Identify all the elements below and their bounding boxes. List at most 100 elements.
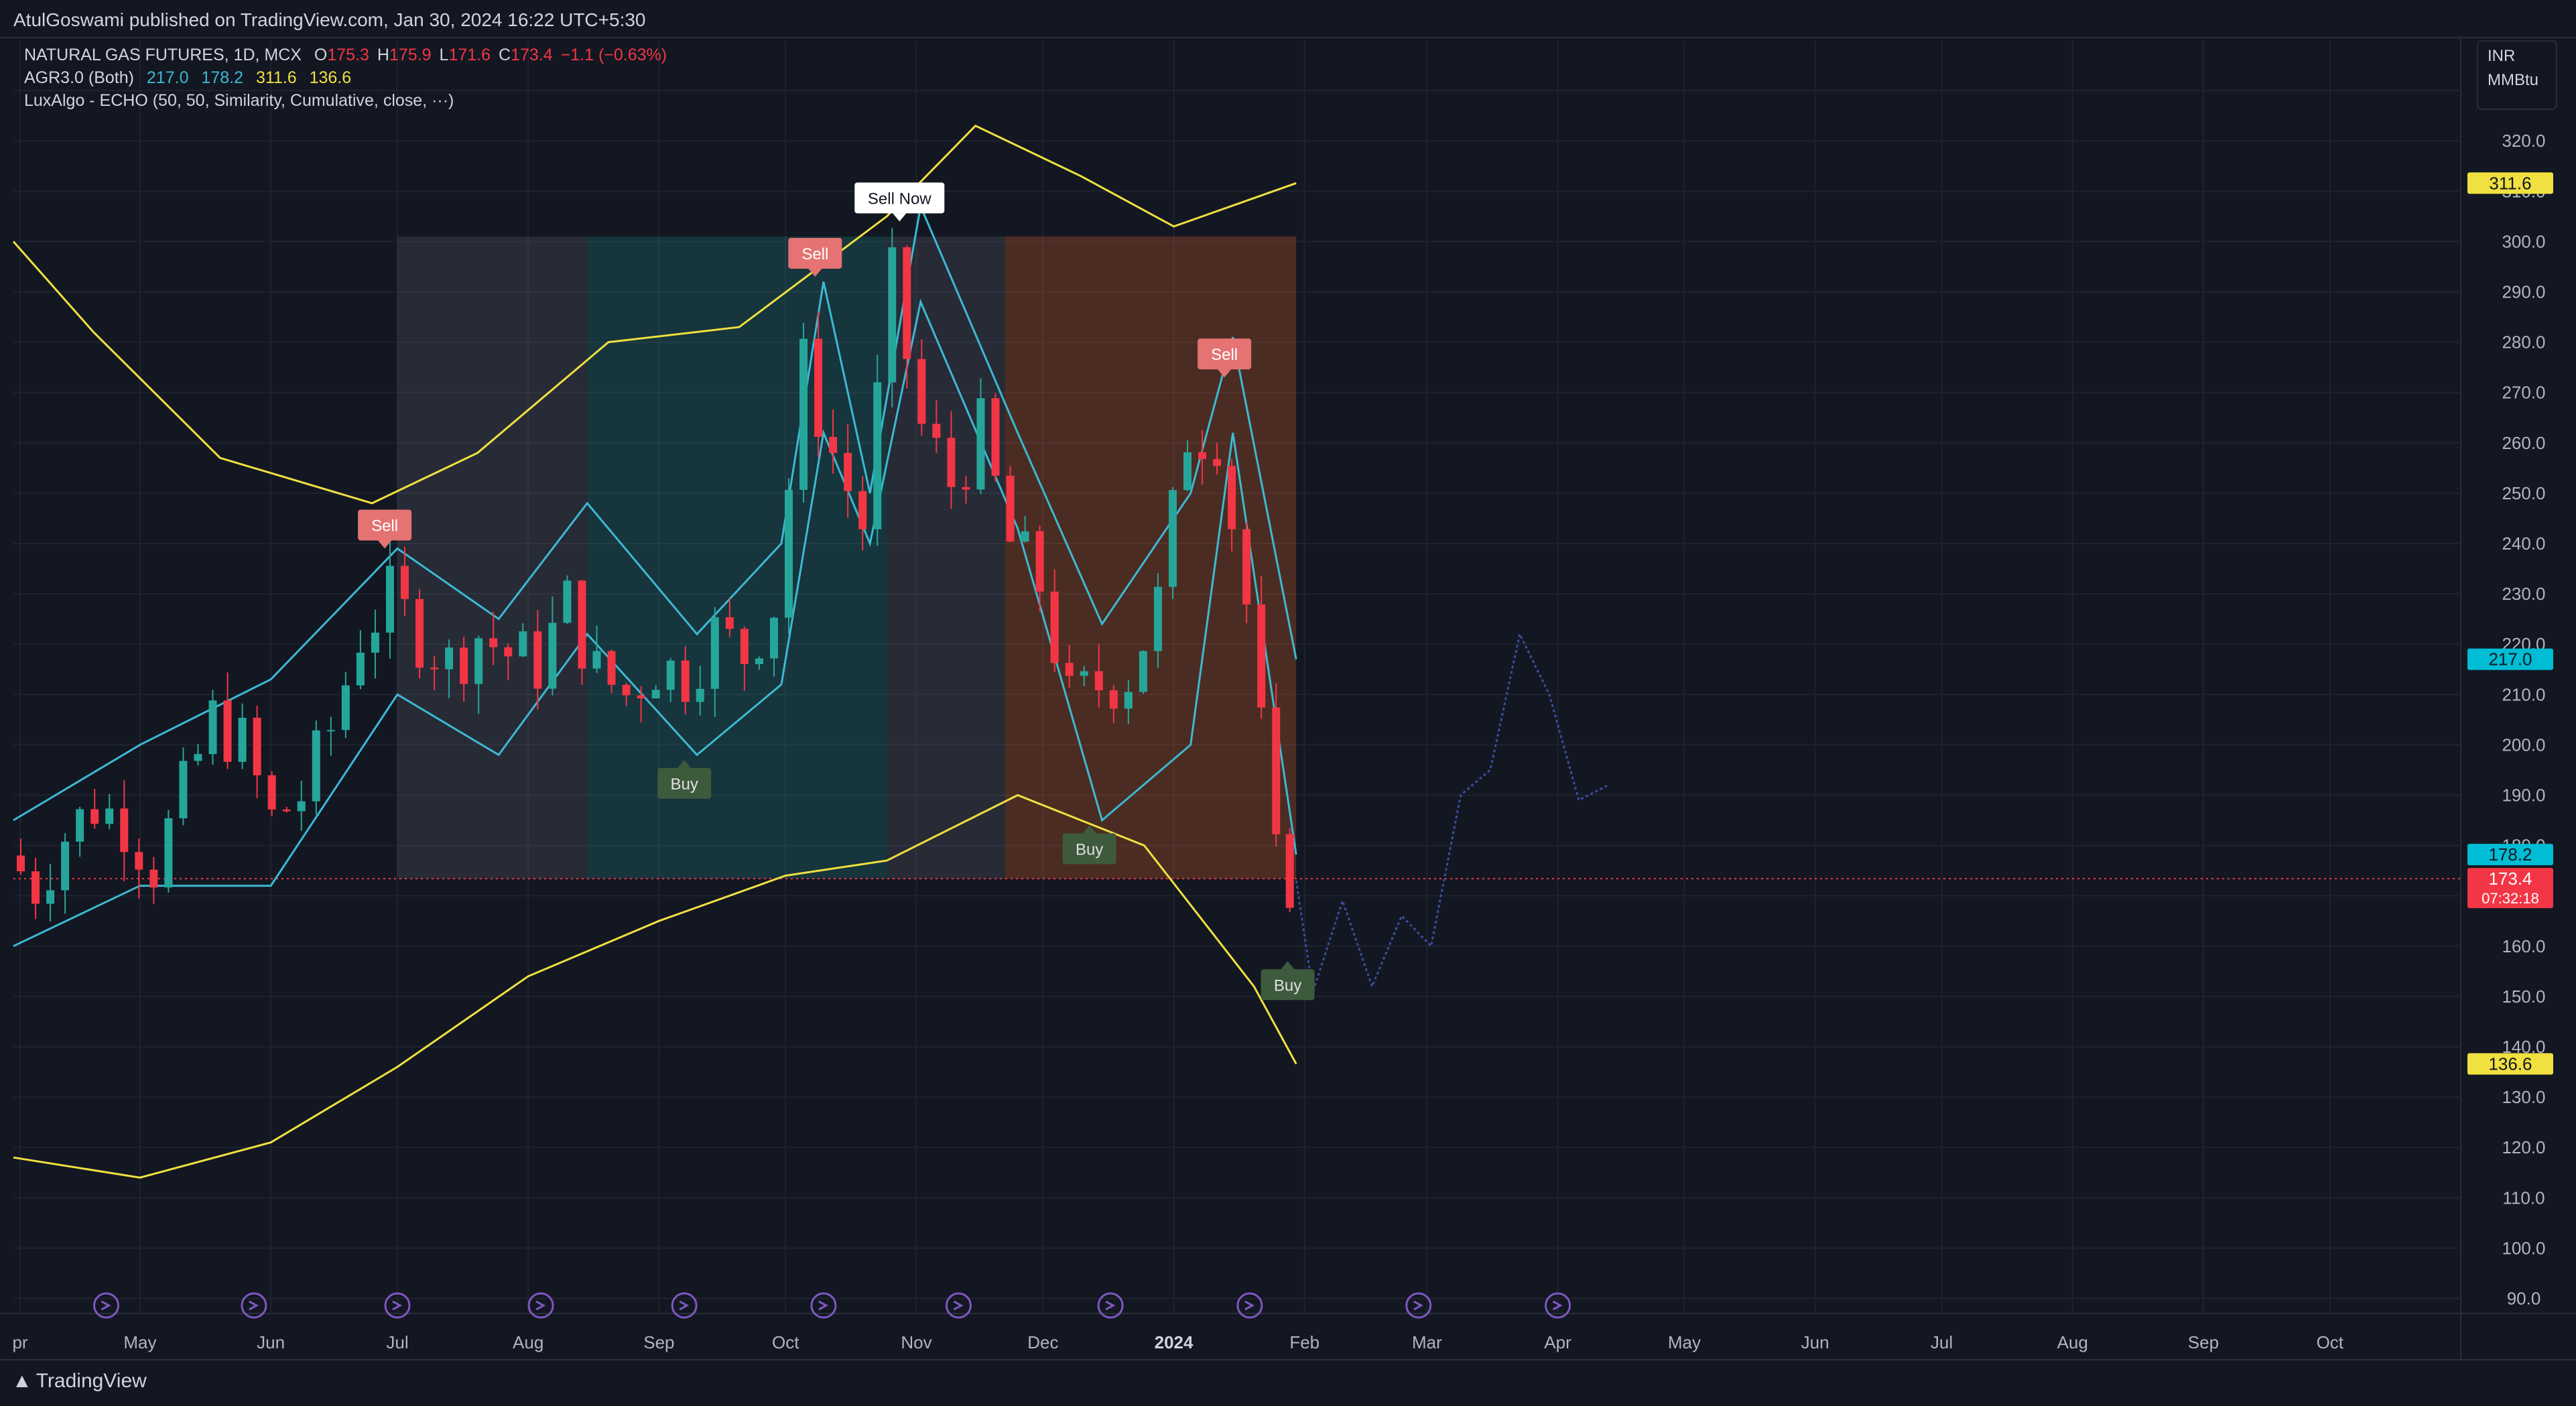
candle-body	[1094, 671, 1103, 690]
y-tick-label: 110.0	[2502, 1188, 2545, 1208]
unit-label: MMBtu	[2488, 71, 2539, 89]
sell-label-box	[788, 237, 842, 269]
buy-label-pointer	[1281, 961, 1295, 970]
sell-label-box	[854, 182, 945, 214]
candle-body	[962, 487, 970, 490]
candle-body	[1198, 452, 1207, 459]
candle-body	[430, 667, 439, 669]
candle-body	[90, 809, 99, 824]
candle-body	[666, 660, 675, 690]
x-tick-label: Jun	[257, 1332, 285, 1352]
candle-body	[371, 633, 379, 653]
candle-body	[208, 700, 217, 755]
x-tick-label: Nov	[901, 1332, 931, 1352]
candle-body	[873, 382, 882, 529]
y-tick-label: 210.0	[2502, 684, 2545, 704]
event-marker-arrow	[249, 1300, 259, 1311]
candle-body	[799, 338, 808, 490]
event-marker-icon	[1236, 1292, 1263, 1319]
legend-agr-row[interactable]: AGR3.0 (Both) 217.0 178.2 311.6 136.6	[24, 68, 359, 88]
buy-label-text: Buy	[670, 775, 698, 793]
x-tick-label: Oct	[772, 1332, 799, 1352]
candle-body	[1109, 690, 1118, 709]
event-marker-arrow	[392, 1300, 403, 1311]
candle-body	[341, 685, 350, 730]
x-tick-label: Feb	[1289, 1332, 1319, 1352]
event-marker-icon	[241, 1292, 267, 1319]
candle-body	[696, 688, 704, 702]
candle-body	[489, 638, 498, 647]
candle-body	[681, 660, 690, 702]
x-tick-label: 2024	[1155, 1332, 1194, 1352]
event-marker-icon	[1405, 1292, 1432, 1319]
event-marker-arrow	[1413, 1300, 1423, 1311]
x-tick-label: pr	[12, 1332, 27, 1352]
sell-label-pointer	[893, 213, 907, 222]
candle-body	[76, 809, 84, 842]
y-tick-label: 190.0	[2502, 785, 2545, 805]
candle-body	[725, 617, 734, 629]
last-price-tag-bg	[2467, 868, 2553, 909]
x-tick-label: Apr	[1544, 1332, 1571, 1352]
event-marker-icon	[1097, 1292, 1124, 1319]
candle-body	[223, 700, 232, 762]
candle-body	[61, 841, 70, 891]
legend-echo-row[interactable]: LuxAlgo - ECHO (50, 50, Similarity, Cumu…	[24, 91, 462, 111]
candle-body	[415, 598, 424, 668]
buy-label-text: Buy	[1076, 841, 1103, 859]
x-tick-label: Sep	[2188, 1332, 2219, 1352]
footer-bar: ▲ TradingView	[0, 1359, 2576, 1406]
candle-body	[238, 717, 247, 762]
currency-unit-box[interactable]: INR MMBtu	[2477, 40, 2557, 110]
tv-brand-text: TradingView	[36, 1370, 147, 1392]
y-tick-label: 270.0	[2502, 383, 2545, 403]
candle-body	[312, 730, 320, 802]
y-tick-label: 90.0	[2507, 1288, 2541, 1308]
event-marker-icon	[384, 1292, 411, 1319]
signal-zone	[397, 236, 588, 879]
candle-body	[1065, 663, 1074, 676]
sell-label-pointer	[378, 540, 392, 549]
signal-label: Sell	[358, 509, 412, 549]
y-tick-label: 320.0	[2502, 131, 2545, 151]
signal-label: Buy	[1062, 825, 1116, 865]
tradingview-logo[interactable]: ▲ TradingView	[12, 1370, 147, 1393]
x-tick-label: Jul	[1931, 1332, 1953, 1352]
candle-body	[1272, 707, 1281, 834]
signal-label: Sell	[1198, 338, 1252, 378]
y-tick-label: 130.0	[2502, 1087, 2545, 1107]
candle-body	[1035, 531, 1044, 592]
legend-ohlc: O175.3 H175.9 L171.6 C173.4 −1.1 (−0.63%)	[314, 46, 667, 64]
y-tick-label: 230.0	[2502, 584, 2545, 604]
buy-label-box	[1062, 833, 1116, 865]
candle-body	[755, 658, 763, 664]
event-marker-arrow	[953, 1300, 964, 1311]
candle-body	[1285, 834, 1294, 908]
y-tick-label: 160.0	[2502, 936, 2545, 956]
candle-body	[917, 359, 926, 424]
candle-body	[356, 652, 365, 686]
candle-body	[1213, 458, 1222, 466]
price-tag-text: 311.6	[2489, 173, 2531, 193]
candle-body	[548, 623, 557, 689]
last-price-tag-countdown: 07:32:18	[2482, 890, 2539, 907]
candle-body	[445, 647, 454, 669]
price-tag-text: 217.0	[2488, 649, 2532, 669]
signal-label: Buy	[1261, 961, 1315, 1001]
legend-symbol: NATURAL GAS FUTURES, 1D, MCX	[24, 46, 302, 64]
price-tag-bg	[2467, 1053, 2553, 1075]
tv-logo-icon: ▲	[12, 1370, 32, 1392]
candle-body	[282, 809, 291, 812]
y-tick-label: 260.0	[2502, 433, 2545, 453]
event-marker-arrow	[1105, 1300, 1116, 1311]
candle-body	[1257, 604, 1266, 708]
x-tick-label: Jul	[386, 1332, 408, 1352]
sell-label-box	[358, 509, 412, 541]
candle-body	[1006, 475, 1015, 542]
y-tick-label: 200.0	[2502, 734, 2545, 755]
candle-body	[578, 580, 586, 669]
event-marker-icon	[1545, 1292, 1571, 1319]
candle-body	[519, 631, 527, 657]
